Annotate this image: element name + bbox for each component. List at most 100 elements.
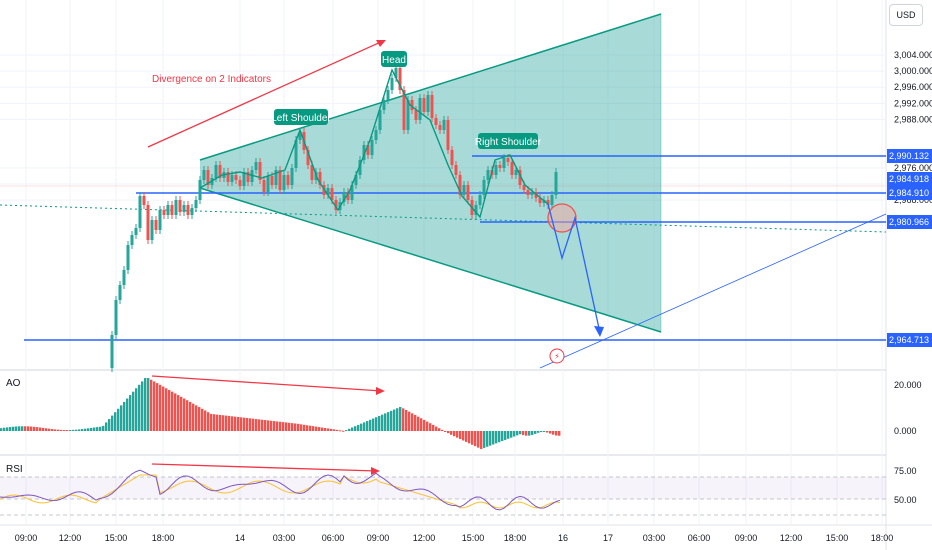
- candle-body: [198, 180, 202, 200]
- ao-bar: [264, 420, 267, 431]
- svg-text:⚡: ⚡: [554, 352, 560, 361]
- ao-bar: [105, 422, 108, 431]
- candle-body: [358, 160, 362, 175]
- candle-body: [506, 158, 510, 162]
- time-axis[interactable]: 09:00 12:00 15:00 18:00 14 03:00 06:00 09:00 12:…: [15, 533, 894, 543]
- candle-body: [522, 185, 526, 190]
- ao-bar: [246, 418, 249, 431]
- ao-bar: [72, 429, 75, 431]
- ao-divergence-arrow: [151, 375, 385, 395]
- ao-bar: [531, 431, 534, 435]
- ao-bar: [237, 416, 240, 431]
- ao-bar: [123, 401, 126, 431]
- ao-bar: [42, 427, 45, 431]
- ao-bar: [303, 424, 306, 431]
- candle-body: [534, 192, 538, 198]
- ao-bar: [417, 416, 420, 431]
- candle-body: [154, 220, 158, 230]
- candle-body: [142, 196, 146, 205]
- ao-bar: [222, 415, 225, 431]
- candle-body: [382, 100, 386, 110]
- pattern-triangle: [199, 13, 662, 333]
- level-tag: [887, 186, 932, 200]
- candle-body: [234, 175, 238, 180]
- ao-bar: [342, 430, 345, 432]
- level-tags: 2,990.132 2,984.918 2,984.910 2,980.966 2,96…: [887, 149, 932, 347]
- ao-bar: [336, 429, 339, 431]
- ao-bar: [84, 428, 87, 431]
- candle-body: [294, 140, 298, 168]
- ao-bar: [360, 423, 363, 431]
- ao-bar: [51, 429, 54, 431]
- ao-bar: [315, 426, 318, 431]
- ao-bar: [33, 426, 36, 431]
- candle-body: [414, 110, 418, 120]
- candle-body: [554, 172, 558, 195]
- candle-body: [118, 285, 122, 300]
- ao-bar: [306, 425, 309, 431]
- time-tick: 09:00: [367, 533, 390, 543]
- candle-body: [174, 200, 178, 215]
- ao-bar: [552, 431, 555, 435]
- rsi-band: [0, 476, 886, 516]
- left-shoulder-tag: Left Shoulder: [271, 109, 331, 125]
- candle-body: [362, 145, 366, 160]
- candle-body: [390, 78, 394, 90]
- currency-button[interactable]: USD: [889, 4, 923, 26]
- candle-body: [230, 175, 234, 182]
- ao-bar: [381, 414, 384, 431]
- time-tick: 12:00: [413, 533, 436, 543]
- candle-body: [498, 165, 502, 168]
- right-shoulder-tag: Right Shoulder: [475, 133, 542, 149]
- candle-body: [194, 200, 198, 208]
- ao-bar: [234, 416, 237, 431]
- ao-bar: [540, 431, 543, 433]
- price-tick: 2,976.000: [894, 163, 932, 173]
- ao-bar: [168, 389, 171, 431]
- candle-body: [114, 300, 118, 335]
- candle-body: [206, 170, 210, 185]
- ao-bar: [468, 431, 471, 444]
- ao-bar: [45, 428, 48, 431]
- candle-body: [406, 100, 410, 130]
- ao-bar: [66, 430, 69, 432]
- candle-body: [262, 180, 266, 192]
- candle-body: [374, 130, 378, 140]
- ao-bar: [129, 395, 132, 431]
- ao-bar: [90, 427, 93, 431]
- ao-bar: [96, 427, 99, 431]
- ao-bar: [138, 384, 141, 431]
- ao-bar: [207, 412, 210, 431]
- ao-bar: [411, 413, 414, 431]
- level-tag: [887, 149, 932, 163]
- time-tick: 03:00: [643, 533, 666, 543]
- candle-body: [350, 185, 354, 200]
- candle-body: [434, 118, 438, 125]
- ao-bar: [3, 427, 6, 431]
- ao-bar: [327, 428, 330, 431]
- time-tick: 14: [235, 533, 245, 543]
- ao-histogram: [0, 377, 561, 450]
- time-tick: 18:00: [152, 533, 175, 543]
- ao-bar: [297, 423, 300, 431]
- time-tick: 15:00: [105, 533, 128, 543]
- candle-body: [250, 170, 254, 182]
- left-shoulder-label: Left Shoulder: [271, 113, 331, 124]
- ao-tick-20: 20.000: [894, 380, 922, 390]
- ao-bar: [48, 428, 51, 431]
- candle-body: [502, 158, 506, 168]
- level-tag-label: 2,984.910: [889, 188, 929, 198]
- time-tick: 09:00: [735, 533, 758, 543]
- ao-bar: [117, 408, 120, 431]
- ao-bar: [408, 411, 411, 431]
- ao-bar: [489, 431, 492, 446]
- candle-body: [146, 205, 150, 240]
- ao-bar: [141, 381, 144, 431]
- divergence-arrow-price: [147, 40, 386, 148]
- ao-bar: [399, 406, 402, 431]
- ao-bar: [519, 431, 522, 435]
- ao-bar: [477, 431, 480, 448]
- candle-body: [386, 90, 390, 100]
- trend-lines: [0, 185, 887, 369]
